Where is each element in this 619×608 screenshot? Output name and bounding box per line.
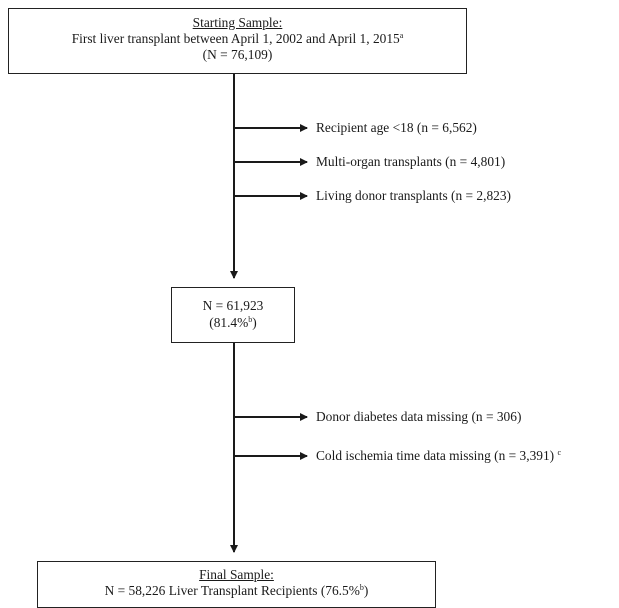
intermediate-sample-count: N = 61,923 xyxy=(202,298,264,313)
starting-sample-title: Starting Sample: xyxy=(192,15,283,30)
intermediate-sample-box: N = 61,923 (81.4%b) xyxy=(171,287,295,343)
final-sample-title: Final Sample: xyxy=(199,567,274,582)
exclusion-cold-ischemia-text: Cold ischemia time data missing (n = 3,3… xyxy=(316,448,558,463)
exclusion-cold-ischemia: Cold ischemia time data missing (n = 3,3… xyxy=(316,448,561,464)
footnote-c-marker: c xyxy=(557,448,562,457)
starting-sample-count: (N = 76,109) xyxy=(202,47,273,62)
exclusion-donor-diabetes: Donor diabetes data missing (n = 306) xyxy=(316,409,521,425)
footnote-a-marker: a xyxy=(399,31,404,40)
intermediate-sample-percent: (81.4%b) xyxy=(172,314,294,331)
intermediate-percent-close: ) xyxy=(252,315,257,330)
final-sample-count: N = 58,226 Liver Transplant Recipients (… xyxy=(38,583,435,599)
starting-sample-criteria: First liver transplant between April 1, … xyxy=(9,31,466,47)
footnote-b-marker-final: b xyxy=(359,583,364,592)
exclusion-living-donor: Living donor transplants (n = 2,823) xyxy=(316,188,511,203)
exclusion-recipient-age: Recipient age <18 (n = 6,562) xyxy=(316,120,477,135)
starting-sample-criteria-text: First liver transplant between April 1, … xyxy=(71,31,400,46)
starting-sample-box: Starting Sample: First liver transplant … xyxy=(8,8,467,74)
footnote-b-marker: b xyxy=(248,315,253,324)
exclusion-multi-organ: Multi-organ transplants (n = 4,801) xyxy=(316,154,506,169)
exclusion-donor-diabetes-text: Donor diabetes data missing (n = 306) xyxy=(316,409,522,424)
final-sample-count-text: N = 58,226 Liver Transplant Recipients (… xyxy=(104,583,360,598)
final-sample-close: ) xyxy=(363,583,369,598)
final-sample-box: Final Sample: N = 58,226 Liver Transplan… xyxy=(37,561,436,608)
intermediate-percent-value: (81.4% xyxy=(209,315,249,330)
